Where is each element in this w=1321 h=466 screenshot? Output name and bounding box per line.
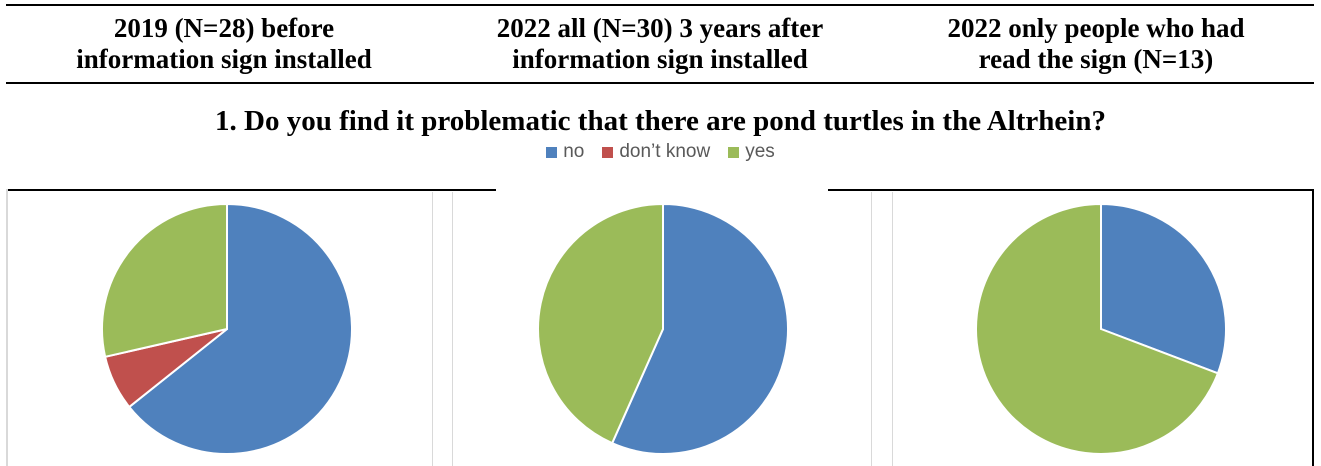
panel-divider-3 <box>871 192 872 466</box>
pie-2022-read-slice-no <box>1100 202 1227 375</box>
header-cell-2022-all: 2022 all (N=30) 3 years after informatio… <box>442 6 878 82</box>
pie-charts-area <box>10 192 1314 466</box>
legend-swatch-no <box>546 146 558 158</box>
legend-swatch-yes <box>728 146 740 158</box>
question-title: 1. Do you find it problematic that there… <box>215 105 1106 137</box>
legend-label-dont-know: don’t know <box>619 141 711 162</box>
chart-legend: no don’t know yes <box>0 141 1321 163</box>
frame-top-left <box>6 189 496 191</box>
legend-label-no: no <box>563 141 585 162</box>
pie-2019-slice-yes <box>101 202 228 359</box>
legend-label-yes: yes <box>745 141 775 162</box>
frame-right <box>1312 189 1314 466</box>
header-2019-line1: 2019 (N=28) before <box>113 13 335 43</box>
pie-2022-all-slice-yes <box>537 202 664 445</box>
header-cell-2019: 2019 (N=28) before information sign inst… <box>6 6 442 82</box>
legend-swatch-dont-know <box>602 146 614 158</box>
header-2022-all-line2: information sign installed <box>512 44 808 74</box>
frame-left <box>6 189 8 466</box>
pie-2022-all-slice-no <box>610 202 789 455</box>
header-2022-all-line1: 2022 all (N=30) 3 years after <box>496 13 824 43</box>
legend-item-dont-know: don’t know <box>602 141 710 163</box>
panel-divider-4 <box>892 192 893 466</box>
pie-2022-read-slice-yes <box>975 202 1220 455</box>
panel-divider-2 <box>452 192 453 466</box>
pie-charts-svg <box>101 202 1227 455</box>
header-2022-read-line2: read the sign (N=13) <box>978 44 1214 74</box>
panel-divider-1 <box>432 192 433 466</box>
header-2022-read-line1: 2022 only people who had <box>947 13 1245 43</box>
pie-2019-slice-no <box>127 202 353 455</box>
header-2019-line2: information sign installed <box>76 44 372 74</box>
legend-item-yes: yes <box>728 141 775 163</box>
header-cell-2022-read: 2022 only people who had read the sign (… <box>878 6 1314 82</box>
frame-top-right <box>828 189 1314 191</box>
legend-item-no: no <box>546 141 584 163</box>
header-table: 2019 (N=28) before information sign inst… <box>6 4 1314 84</box>
